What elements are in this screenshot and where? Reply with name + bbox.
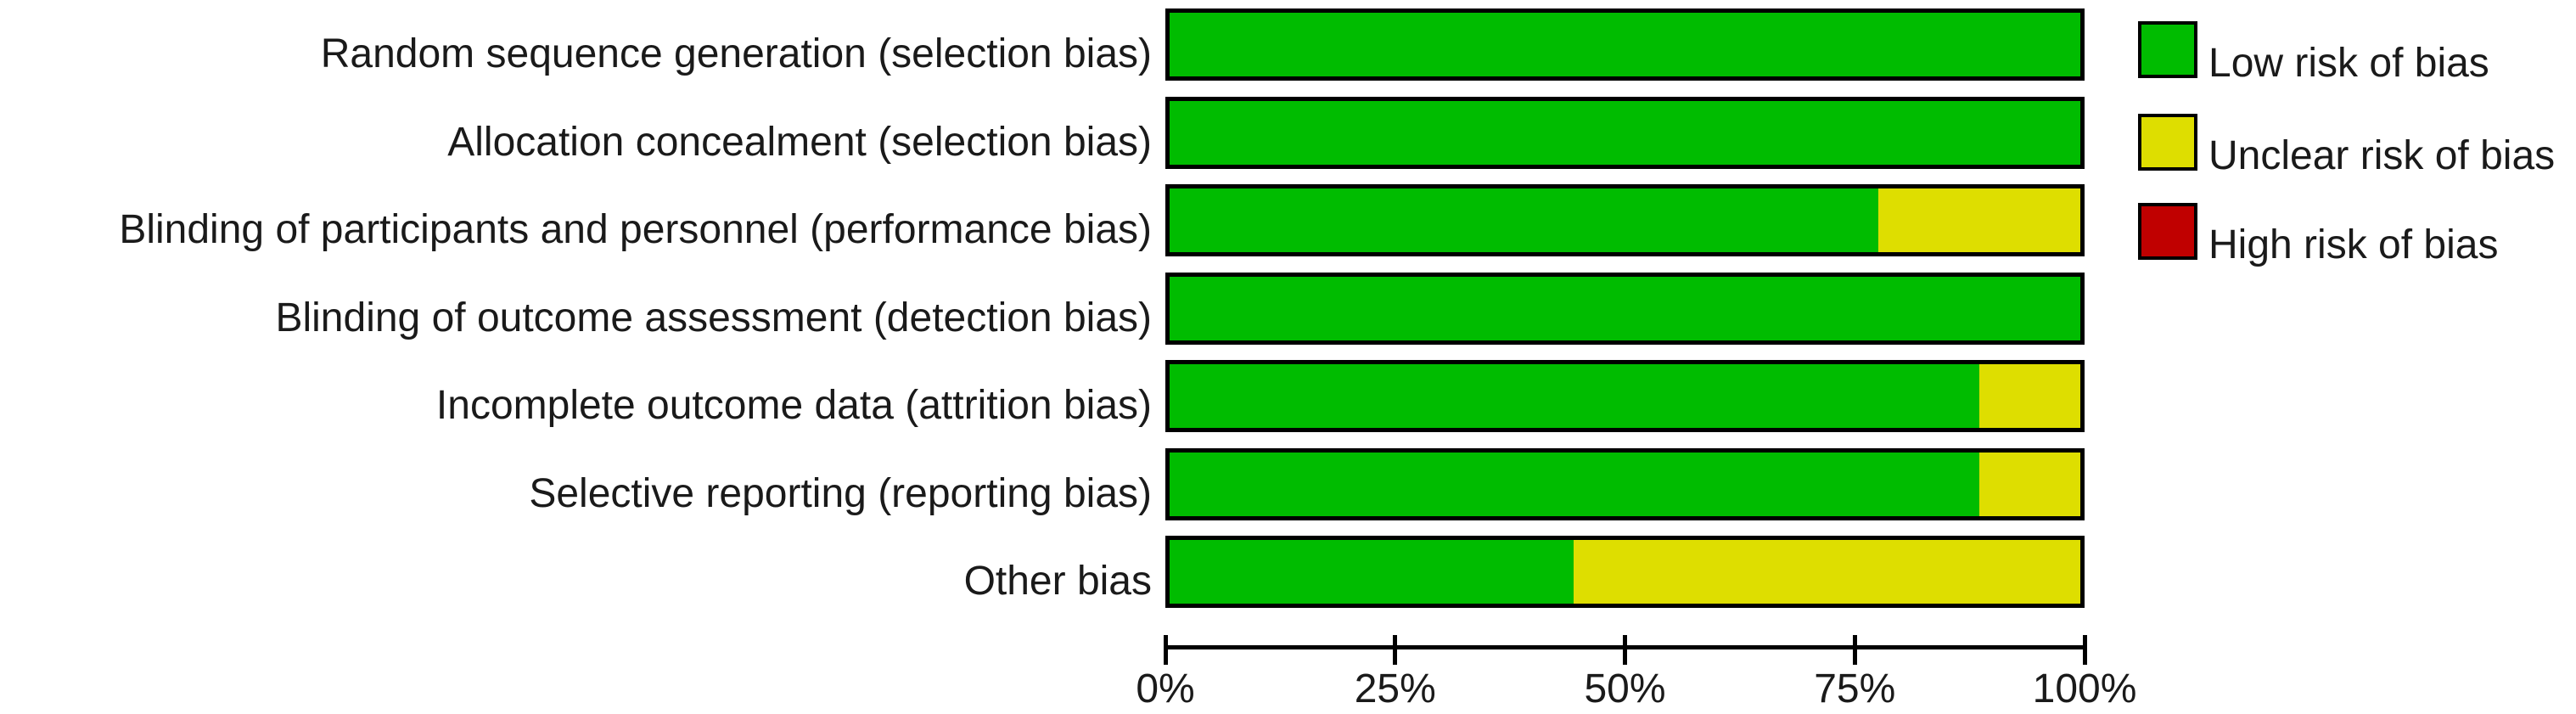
- risk-bar: [1165, 360, 2085, 432]
- bar-segment-unclear: [1877, 188, 2080, 252]
- bar-segment-low: [1170, 277, 2080, 340]
- category-label: Incomplete outcome data (attrition bias): [435, 383, 1152, 428]
- bar-segment-low: [1170, 364, 1979, 428]
- x-axis-tick: [1393, 635, 1398, 665]
- risk-bar: [1165, 536, 2085, 608]
- x-axis-tick-label: 75%: [1814, 666, 1896, 711]
- x-axis-tick-label: 100%: [2032, 666, 2137, 711]
- risk-bar: [1165, 273, 2085, 345]
- x-axis-tick: [2082, 635, 2087, 665]
- x-axis-tick: [1852, 635, 1857, 665]
- category-label: Blinding of outcome assessment (detectio…: [275, 295, 1152, 340]
- category-label: Allocation concealment (selection bias): [447, 120, 1152, 165]
- bar-segment-unclear: [1574, 540, 2080, 604]
- bar-segment-low: [1170, 188, 1878, 252]
- risk-bar: [1165, 448, 2085, 520]
- risk-bar: [1165, 97, 2085, 169]
- legend-label-unclear: Unclear risk of bias: [2208, 133, 2556, 178]
- bar-segment-low: [1170, 13, 2080, 76]
- x-axis-tick: [1623, 635, 1627, 665]
- x-axis-tick-label: 50%: [1584, 666, 1666, 711]
- legend-swatch-high: [2138, 203, 2197, 260]
- x-axis-tick: [1163, 635, 1168, 665]
- bar-segment-unclear: [1978, 453, 2080, 516]
- legend-label-low: Low risk of bias: [2208, 41, 2489, 86]
- bar-segment-low: [1170, 540, 1574, 604]
- risk-bar: [1165, 184, 2085, 256]
- bar-segment-low: [1170, 101, 2080, 165]
- legend-label-high: High risk of bias: [2208, 222, 2499, 267]
- x-axis-tick-label: 25%: [1354, 666, 1436, 711]
- bar-segment-unclear: [1978, 364, 2080, 428]
- category-label: Random sequence generation (selection bi…: [320, 31, 1152, 76]
- legend-swatch-low: [2138, 21, 2197, 78]
- category-label: Blinding of participants and personnel (…: [119, 207, 1152, 252]
- x-axis-tick-label: 0%: [1136, 666, 1195, 711]
- category-label: Other bias: [963, 559, 1152, 604]
- category-label: Selective reporting (reporting bias): [529, 471, 1152, 516]
- legend-swatch-unclear: [2138, 114, 2197, 171]
- bar-segment-low: [1170, 453, 1979, 516]
- risk-bar: [1165, 8, 2085, 81]
